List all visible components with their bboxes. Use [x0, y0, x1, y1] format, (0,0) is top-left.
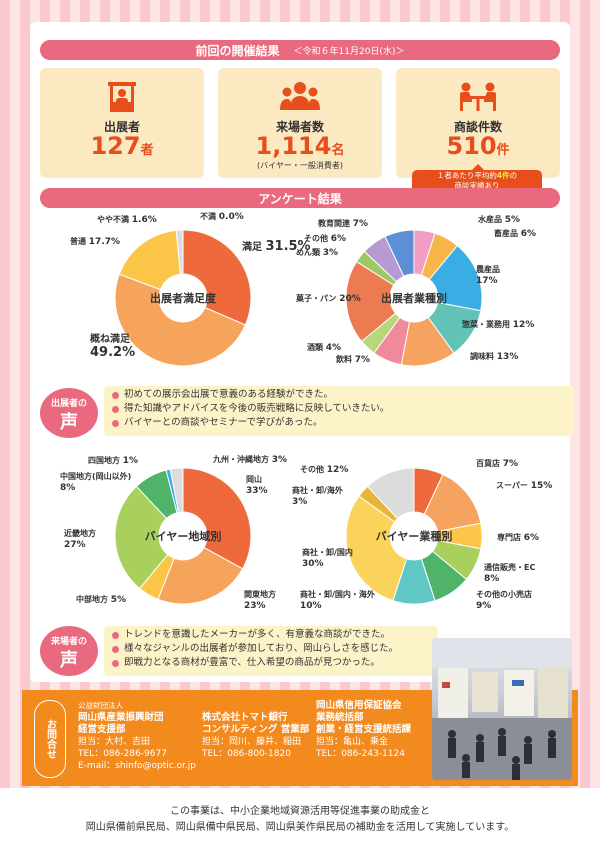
footer-note-2: 岡山県備前県民局、岡山県備中県民局、岡山県美作県民局の補助金を活用して実施してい…: [85, 822, 515, 833]
slice-概ね満足: [114, 273, 247, 367]
stat-label: 商談件数: [453, 120, 502, 134]
slice-普通: [118, 229, 182, 291]
contact-label: お問合せ: [34, 700, 66, 778]
slice-菓子・パン: [345, 260, 397, 343]
slice-label: 畜産品 6%: [494, 228, 536, 239]
slice-教育関連: [384, 229, 415, 277]
stat-label: 来場者数: [275, 120, 324, 134]
stat-value: 1,114名: [255, 132, 345, 160]
slice-label: 商社・卸/海外: [292, 485, 343, 495]
voice-item: バイヤーとの商談やセミナーで学びがあった。: [112, 416, 566, 430]
slice-label: 概ね満足: [90, 332, 131, 345]
slice-その他: [366, 467, 415, 520]
slice-label: 農産品: [476, 264, 500, 274]
stat-exhibitors: 出展者 127者: [40, 68, 204, 178]
voice-item: トレンドを意識したメーカーが多く、有意義な商談ができた。: [112, 628, 430, 642]
slice-label: その他の小売店: [476, 589, 532, 599]
voice-item: 様々なジャンルの出展者が参加しており、岡山らしさを感じた。: [112, 642, 430, 656]
slice-value: 17%: [476, 276, 498, 286]
slice-label: 満足 31.5%: [242, 239, 311, 254]
slice-商社・卸/国内: [345, 495, 408, 602]
slice-label: その他 6%: [304, 233, 346, 244]
slice-label: 菓子・パン 20%: [295, 293, 361, 304]
results-date: ＜令和６年11月20日(水)＞: [293, 46, 405, 57]
slice-label: 教育関連 7%: [317, 218, 368, 229]
stat-value: 510件: [446, 132, 510, 160]
visitor-voice-badge: 来場者の声: [40, 626, 98, 676]
meeting-icon: [460, 82, 496, 111]
stat-label: 出展者: [103, 120, 140, 134]
slice-label: 商社・卸/国内・海外: [300, 589, 375, 599]
exhibition-hall-image: [432, 638, 572, 780]
people-icon: [280, 82, 320, 110]
slice-value: 9%: [476, 601, 491, 611]
chart-center-label: 出展者業種別: [381, 291, 447, 305]
slice-満足: [182, 229, 252, 326]
slice-value: 27%: [64, 540, 86, 550]
chart-center-label: バイヤー地域別: [145, 529, 222, 543]
slice-label: スーパー 15%: [496, 480, 552, 491]
slice-label: 近畿地方: [64, 528, 96, 538]
slice-value: 30%: [302, 559, 324, 569]
slice-value: 8%: [60, 483, 75, 493]
voice-item: 得た知識やアドバイスを今後の販売戦略に反映していきたい。: [112, 402, 566, 416]
stat-visitors: 来場者数 1,114名 (バイヤー・一般消費者): [218, 68, 382, 178]
results-header-bar: 前回の開催結果 ＜令和６年11月20日(水)＞: [40, 40, 560, 60]
slice-label: 関東地方: [244, 589, 276, 599]
contact-email-link[interactable]: E-mail：shinfo@optic.or.jp: [78, 761, 197, 771]
slice-label: 水産品 5%: [477, 214, 520, 225]
slice-label: 中国地方(岡山以外): [60, 471, 131, 481]
stat-value: 127者: [90, 132, 154, 160]
slice-label: 九州・沖縄地方 3%: [212, 454, 287, 465]
slice-九州・沖縄地方: [169, 467, 184, 514]
booth-icon: [108, 82, 136, 112]
footer-note-area: [0, 788, 600, 848]
slice-label: その他 12%: [300, 464, 348, 475]
slice-label: めん類 3%: [296, 247, 338, 258]
slice-label: 専門店 6%: [497, 532, 539, 543]
survey-header-bar: アンケート結果: [40, 188, 560, 208]
slice-label: 酒類 4%: [307, 342, 341, 353]
survey-title: アンケート結果: [258, 191, 342, 206]
slice-label: やや不満 1.6%: [97, 214, 157, 225]
slice-label: 普通 17.7%: [70, 236, 120, 247]
slice-岡山: [182, 467, 252, 570]
slice-label: 商社・卸/国内: [302, 547, 353, 557]
slice-value: 23%: [244, 601, 266, 611]
slice-label: 惣菜・業務用 12%: [462, 319, 534, 330]
voice-item: 初めての展示会出展で意義のある経験ができた。: [112, 388, 566, 402]
slice-value: 8%: [484, 574, 499, 584]
exhibitor-voice-list: 初めての展示会出展で意義のある経験ができた。 得た知識やアドバイスを今後の販売戦…: [104, 386, 574, 436]
stat-note: (バイヤー・一般消費者): [256, 161, 343, 170]
slice-近畿地方: [114, 485, 169, 590]
slice-label: 飲料 7%: [335, 354, 370, 365]
event-photo: [432, 638, 572, 780]
slice-label: 調味料 13%: [470, 351, 518, 362]
footer-note-1: この事業は、中小企業地域資源活用等促進事業の助成金と: [170, 806, 430, 817]
slice-label: 通信販売・EC: [484, 562, 535, 572]
contact-org-3: 岡山県信用保証協会 業務統括部 創業・経営支援統括課 担当：亀山、乗金 TEL：…: [316, 700, 412, 759]
slice-関東地方: [157, 546, 244, 605]
slice-value: 10%: [300, 601, 322, 611]
slice-label: 四国地方 1%: [88, 455, 138, 466]
visitor-voice-list: トレンドを意識したメーカーが多く、有意義な商談ができた。 様々なジャンルの出展者…: [104, 626, 438, 676]
contact-org-2: 株式会社トマト銀行 コンサルティング 営業部 担当：岡川、藤井、稲田 TEL：0…: [202, 712, 310, 759]
chart-center-label: バイヤー業種別: [376, 529, 453, 543]
average-callout: １者あたり平均約4件の 商談実績あり: [412, 164, 542, 193]
slice-label: 岡山: [246, 474, 262, 484]
stat-meetings: 商談件数 510件: [396, 68, 560, 178]
contact-org-1: 公益財団法人 岡山県産業振興財団 経営支援部 担当：大村、吉田 TEL：086-…: [78, 701, 197, 771]
slice-value: 49.2%: [90, 345, 135, 360]
results-title: 前回の開催結果: [195, 43, 280, 58]
slice-value: 33%: [246, 486, 268, 496]
slice-label: 不満 0.0%: [200, 211, 244, 222]
slice-label: 百貨店 7%: [476, 458, 518, 469]
chart-center-label: 出展者満足度: [150, 291, 217, 305]
slice-value: 3%: [292, 497, 307, 507]
exhibitor-voice-badge: 出展者の声: [40, 388, 98, 438]
slice-label: 中部地方 5%: [76, 594, 126, 605]
voice-item: 即戦力となる商材が豊富で、仕入希望の商品が見つかった。: [112, 656, 430, 670]
